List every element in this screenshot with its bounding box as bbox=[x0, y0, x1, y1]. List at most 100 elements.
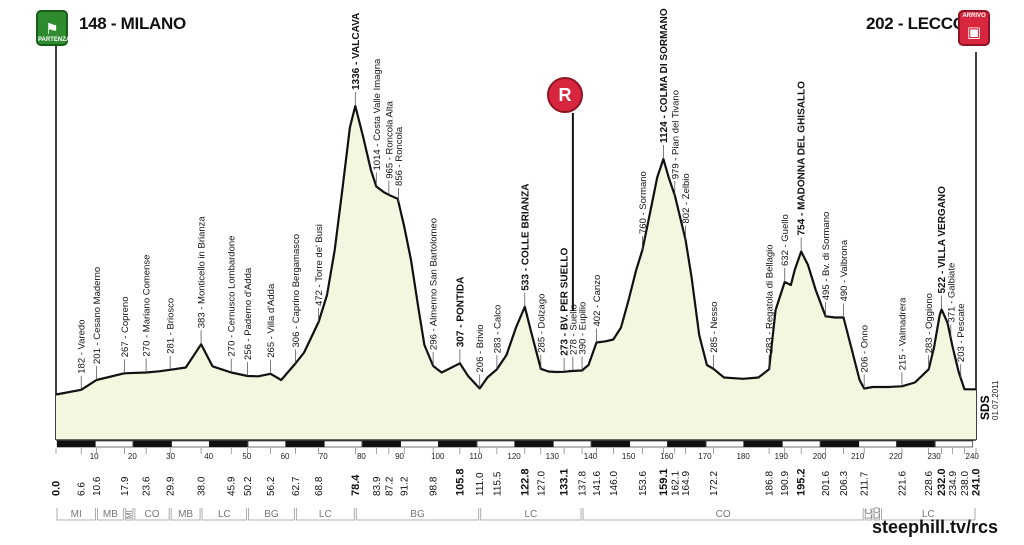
km-marker-label: 228.6 bbox=[924, 471, 935, 496]
km-scale-segment bbox=[324, 440, 363, 448]
km-marker-label: 164.9 bbox=[681, 471, 692, 496]
km-marker-label: 17.9 bbox=[120, 476, 131, 496]
place-label: 273 - BV. PER SUELLO bbox=[560, 248, 571, 356]
finish-line-icon: ARRIVO ▣ bbox=[958, 10, 990, 46]
km-tick-label: 150 bbox=[622, 452, 636, 461]
km-marker-label: 211.7 bbox=[860, 471, 871, 496]
start-icon-label: PARTENZA bbox=[38, 37, 71, 43]
place-label: 256 - Paderno d'Adda bbox=[243, 267, 254, 360]
km-tick-label: 10 bbox=[90, 452, 99, 461]
km-scale-segment bbox=[171, 440, 210, 448]
km-scale-segment bbox=[476, 440, 515, 448]
km-tick-label: 70 bbox=[319, 452, 328, 461]
km-marker-label: 146.0 bbox=[609, 471, 620, 496]
place-label: 802 - Zelbio bbox=[681, 173, 692, 223]
place-label: 754 - MADONNA DEL GHISALLO bbox=[797, 81, 808, 236]
km-marker-label: 6.6 bbox=[77, 482, 88, 496]
place-label: 285 - Dolzago bbox=[536, 294, 547, 353]
km-scale-segment bbox=[934, 440, 974, 448]
km-tick-label: 130 bbox=[546, 452, 560, 461]
province-label: LC bbox=[319, 509, 332, 520]
km-scale-segment bbox=[629, 440, 668, 448]
km-scale-segment bbox=[438, 440, 477, 448]
km-marker-label: 153.6 bbox=[638, 471, 649, 496]
place-label: 281 - Briosco bbox=[166, 298, 177, 354]
province-label: LC bbox=[218, 509, 231, 520]
km-marker-label: 232.0 bbox=[936, 468, 948, 496]
place-label: 206 - Brivio bbox=[475, 324, 486, 372]
km-tick-label: 230 bbox=[927, 452, 941, 461]
km-marker-label: 206.3 bbox=[839, 471, 850, 496]
km-scale-segment bbox=[209, 440, 248, 448]
km-scale-segment bbox=[56, 440, 96, 448]
province-bracket bbox=[881, 508, 976, 521]
km-scale-segment bbox=[95, 440, 134, 448]
km-tick-label: 50 bbox=[242, 452, 251, 461]
km-tick-label: 110 bbox=[470, 452, 483, 461]
km-scale-segment bbox=[362, 440, 401, 448]
km-tick-label: 100 bbox=[431, 452, 445, 461]
place-label: 402 - Canzo bbox=[592, 275, 603, 327]
place-label: 979 - Pian del Tivano bbox=[670, 90, 681, 179]
km-marker-label: 115.5 bbox=[492, 471, 503, 496]
place-label: 490 - Valbrona bbox=[839, 239, 850, 301]
province-bracket bbox=[56, 508, 96, 521]
km-marker-label: 234.9 bbox=[948, 471, 959, 496]
km-scale-segment bbox=[285, 440, 325, 448]
km-marker-label: 62.7 bbox=[291, 476, 302, 496]
km-marker-label: 186.8 bbox=[765, 471, 776, 496]
province-bracket bbox=[480, 508, 582, 521]
km-scale-segment bbox=[705, 440, 744, 448]
province-bracket bbox=[97, 508, 124, 521]
place-label: 201 - Cesano Maderno bbox=[92, 267, 103, 364]
km-scale-segment bbox=[133, 440, 172, 448]
km-marker-label: 45.9 bbox=[227, 476, 238, 496]
province-label: MI bbox=[71, 509, 82, 520]
start-title: 148 - MILANO bbox=[79, 14, 186, 33]
km-marker-label: 83.9 bbox=[372, 476, 383, 496]
place-label: 306 - Caprino Bergamasco bbox=[291, 234, 302, 348]
km-tick-label: 210 bbox=[851, 452, 865, 461]
province-label: MB bbox=[103, 509, 118, 520]
date-label: 01.07.2011 bbox=[991, 380, 1000, 420]
km-tick-label: 40 bbox=[204, 452, 213, 461]
km-tick-label: 190 bbox=[775, 452, 789, 461]
place-label: 182 - Varedo bbox=[77, 320, 88, 374]
credit-text: steephill.tv/rcs bbox=[872, 517, 999, 537]
place-label: 203 - Pescate bbox=[956, 303, 967, 362]
km-scale-segment bbox=[400, 440, 439, 448]
province-label: CO bbox=[873, 507, 882, 519]
km-tick-label: 170 bbox=[698, 452, 712, 461]
feed-zone-badge: R bbox=[547, 77, 583, 113]
km-marker-label: 91.2 bbox=[400, 476, 411, 496]
km-marker-label: 133.1 bbox=[559, 468, 571, 496]
profile-line bbox=[55, 104, 976, 396]
province-label: LC bbox=[865, 509, 874, 519]
place-label: 1124 - COLMA DI SORMANO bbox=[659, 8, 670, 143]
place-label: 495 - Bv. di Sormano bbox=[821, 212, 832, 301]
km-marker-label: 0.0 bbox=[51, 481, 63, 496]
place-label: 371 - Galbiate bbox=[946, 263, 957, 323]
km-scale-segment bbox=[782, 440, 821, 448]
km-marker-label: 122.8 bbox=[519, 468, 531, 496]
km-tick-label: 140 bbox=[584, 452, 598, 461]
km-tick-label: 240 bbox=[966, 452, 980, 461]
km-marker-label: 195.2 bbox=[796, 468, 808, 496]
km-scale-segment bbox=[896, 440, 935, 448]
km-marker-label: 172.2 bbox=[709, 471, 720, 496]
place-label: 632 - Guello bbox=[780, 214, 791, 266]
province-label: CO bbox=[145, 509, 160, 520]
place-label: 522 - VILLA VERGANO bbox=[937, 186, 948, 294]
km-tick-label: 20 bbox=[128, 452, 137, 461]
place-label: 1014 - Costa Valle Imagna bbox=[372, 58, 383, 170]
km-scale-segment bbox=[667, 440, 706, 448]
km-marker-label: 162.1 bbox=[670, 471, 681, 496]
place-label: 965 - Roncola Alta bbox=[384, 100, 395, 178]
km-tick-label: 120 bbox=[507, 452, 521, 461]
km-marker-label: 221.6 bbox=[897, 471, 908, 496]
place-label: 390 - Eupilio bbox=[578, 302, 589, 355]
km-tick-label: 220 bbox=[889, 452, 903, 461]
province-bracket bbox=[134, 508, 170, 521]
province-bracket bbox=[170, 508, 201, 521]
